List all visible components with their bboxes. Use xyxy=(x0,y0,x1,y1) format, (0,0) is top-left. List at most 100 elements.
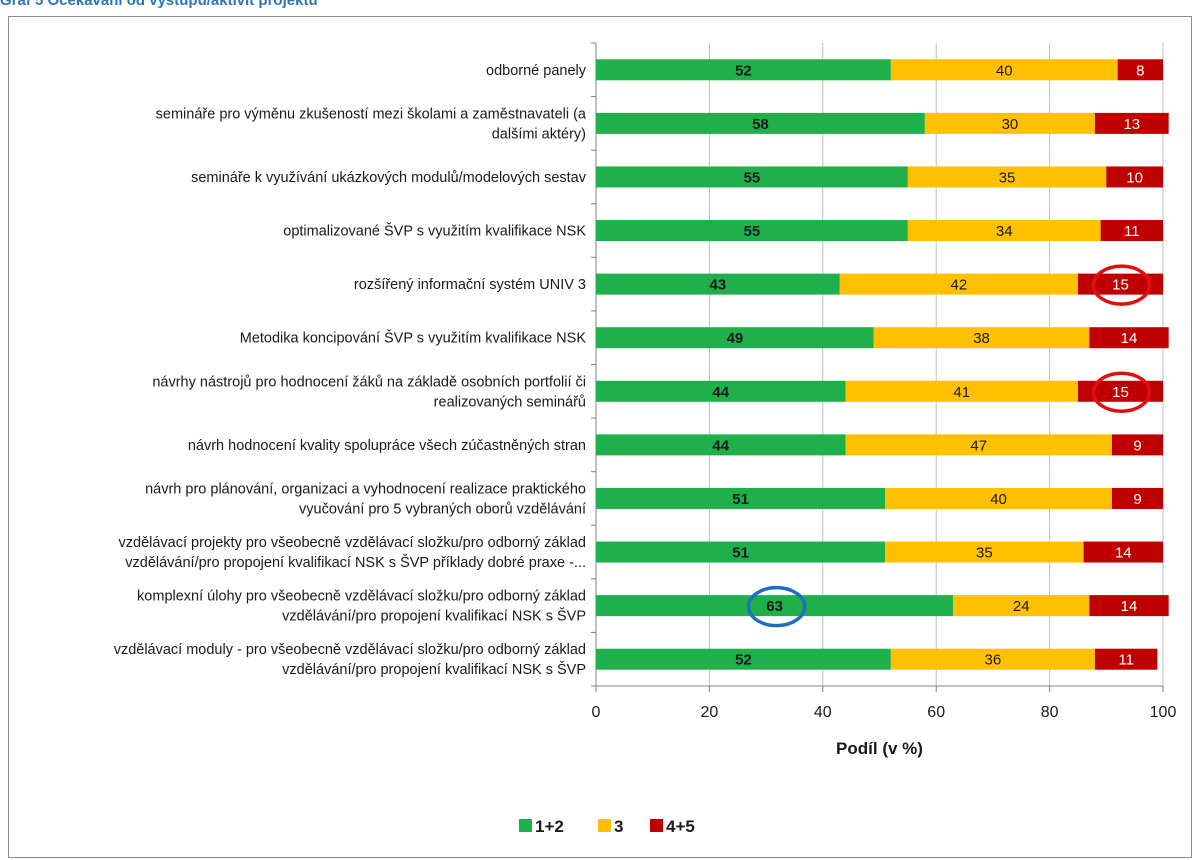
bar-4-5 xyxy=(1094,648,1158,670)
bar-1-2 xyxy=(596,648,891,670)
data-label: 49 xyxy=(727,330,744,347)
bar-3 xyxy=(845,434,1112,456)
data-label: 58 xyxy=(752,116,769,133)
category-label: návrhy nástrojů pro hodnocení žáků na zá… xyxy=(152,374,586,390)
x-axis-title: Podíl (v %) xyxy=(836,739,923,758)
category-label: vyučování pro 5 vybraných oborů vzdělává… xyxy=(299,501,586,517)
legend-swatch xyxy=(650,819,663,832)
data-label: 24 xyxy=(1013,598,1030,615)
highlight-circle xyxy=(1091,264,1152,306)
data-label: 14 xyxy=(1115,545,1132,562)
bar-4-5 xyxy=(1089,327,1169,349)
data-label: 35 xyxy=(976,545,993,562)
axes: 0 20 40 60 80 100 Podíl (v %) xyxy=(591,42,1176,758)
bar-3 xyxy=(924,112,1095,134)
category-label: vzdělávání/pro propojení kvalifikací NSK… xyxy=(282,661,586,678)
x-tick-label: 0 xyxy=(592,704,601,721)
category-label: vzdělávání/pro propojení kvalifikací NSK… xyxy=(282,608,586,625)
category-label: komplexní úlohy pro všeobecně vzdělávací… xyxy=(137,589,586,605)
category-label: optimalizované ŠVP s využitím kvalifikac… xyxy=(283,223,586,240)
data-label: 63 xyxy=(766,598,783,615)
data-label: 40 xyxy=(990,491,1007,508)
data-label: 38 xyxy=(973,330,990,347)
bar-4-5 xyxy=(1083,541,1163,563)
legend-label: 3 xyxy=(614,817,623,836)
bar-3 xyxy=(890,648,1095,670)
bar-1-2 xyxy=(596,273,840,295)
x-tick-label: 40 xyxy=(814,704,832,721)
x-tick-label: 20 xyxy=(701,704,719,721)
category-label: rozšířený informační systém UNIV 3 xyxy=(354,277,586,293)
data-label: 15 xyxy=(1112,277,1129,294)
bar-4-5 xyxy=(1089,595,1169,617)
bar-1-2 xyxy=(596,487,886,509)
data-label: 47 xyxy=(970,437,987,454)
data-label: 9 xyxy=(1133,491,1141,508)
bar-3 xyxy=(953,595,1090,617)
bar-3 xyxy=(885,487,1112,509)
bar-4-5 xyxy=(1077,380,1163,402)
data-label: 44 xyxy=(712,384,729,401)
legend: 1+2 3 4+5 xyxy=(519,817,695,836)
labels: 52 40 8 58 30 13 55 35 10 55 34 11 43 42 15 49 38 14 44 41 1… xyxy=(710,62,1145,668)
bar-3 xyxy=(845,380,1078,402)
bar-1-2 xyxy=(596,112,925,134)
data-label: 11 xyxy=(1124,223,1140,240)
category-label: realizovaných seminářů xyxy=(434,394,586,410)
x-tick-label: 80 xyxy=(1041,704,1059,721)
bar-4-5 xyxy=(1094,112,1169,134)
data-label: 14 xyxy=(1121,598,1138,615)
legend-swatch xyxy=(519,819,532,832)
data-label: 42 xyxy=(951,277,968,294)
bars xyxy=(596,59,1169,670)
data-label: 35 xyxy=(999,169,1016,186)
bar-4-5 xyxy=(1111,487,1163,509)
legend-swatch xyxy=(598,819,611,832)
bar-3 xyxy=(907,220,1101,242)
highlight-circle xyxy=(746,585,807,628)
category-label: Metodika koncipování ŠVP s využitím kval… xyxy=(240,330,587,347)
category-label: semináře pro výměnu zkušeností mezi škol… xyxy=(156,106,587,122)
bar-3 xyxy=(885,541,1084,563)
data-label: 55 xyxy=(744,169,761,186)
bar-4-5 xyxy=(1100,220,1163,242)
x-tick-label: 60 xyxy=(927,704,945,721)
category-label: odborné panely xyxy=(486,63,587,79)
legend-label: 4+5 xyxy=(666,817,695,836)
data-label: 41 xyxy=(953,384,970,401)
category-labels: odborné panely semináře pro výměnu zkušen… xyxy=(114,63,587,678)
data-label: 30 xyxy=(1002,116,1019,133)
bar-3 xyxy=(890,59,1118,81)
chart-caption: Graf 5 Očekávání od výstupů/aktivit proj… xyxy=(0,0,318,9)
data-label: 52 xyxy=(735,62,752,79)
highlight-circle xyxy=(1091,371,1152,414)
data-label: 44 xyxy=(712,437,729,454)
data-label: 36 xyxy=(985,652,1002,669)
legend-label: 1+2 xyxy=(535,817,564,836)
category-label: semináře k využívání ukázkových modulů/m… xyxy=(191,170,587,186)
data-label: 51 xyxy=(732,545,749,562)
data-label: 52 xyxy=(735,652,752,669)
bar-1-2 xyxy=(596,541,886,563)
bar-1-2 xyxy=(596,434,846,456)
bar-3 xyxy=(907,166,1107,188)
data-label: 34 xyxy=(996,223,1013,240)
data-label: 15 xyxy=(1112,384,1129,401)
bar-4-5 xyxy=(1106,166,1163,188)
bar-3 xyxy=(873,327,1090,349)
bar-1-2 xyxy=(596,380,846,402)
category-label: vzdělávací moduly - pro všeobecně vzdělá… xyxy=(114,642,586,658)
category-label: vzdělávací projekty pro všeobecně vzdělá… xyxy=(119,535,586,551)
bar-1-2 xyxy=(596,327,874,349)
data-label: 13 xyxy=(1123,116,1140,133)
data-label: 14 xyxy=(1121,330,1138,347)
bar-4-5 xyxy=(1077,273,1163,295)
data-label: 51 xyxy=(732,491,749,508)
category-label: návrh pro plánování, organizaci a vyhodn… xyxy=(145,481,586,497)
data-label: 40 xyxy=(996,62,1013,79)
bar-1-2 xyxy=(596,166,908,188)
highlight-circles xyxy=(746,264,1152,628)
data-label: 11 xyxy=(1118,652,1134,669)
gridlines xyxy=(708,43,1164,686)
